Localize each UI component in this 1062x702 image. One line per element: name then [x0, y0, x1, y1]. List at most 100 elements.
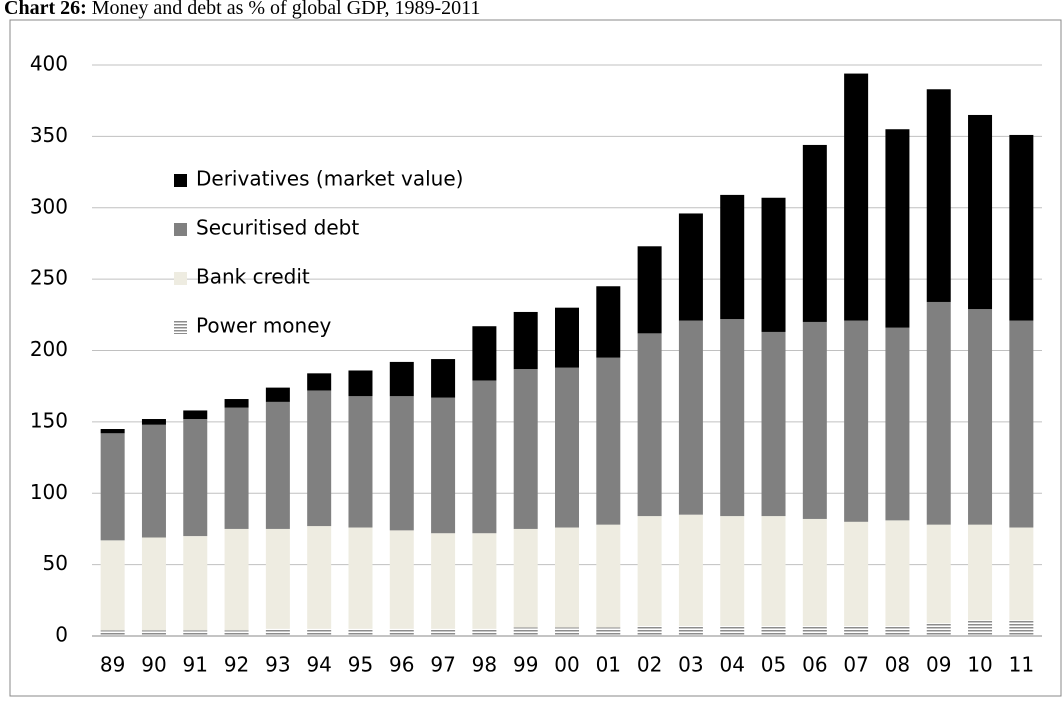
x-tick-label: 04 — [719, 653, 744, 677]
x-tick-label: 96 — [389, 653, 414, 677]
x-tick-label: 01 — [596, 653, 621, 677]
y-tick-label: 350 — [30, 123, 68, 147]
bar-segment — [926, 301, 951, 525]
x-tick-label: 11 — [1009, 653, 1034, 677]
bar-segment — [141, 424, 166, 538]
bar-segment — [307, 628, 332, 636]
bar-segment — [265, 387, 290, 402]
bar-segment — [926, 89, 951, 302]
bar-segment — [265, 401, 290, 529]
y-tick-label: 250 — [30, 266, 68, 290]
bar-segment — [472, 380, 497, 534]
x-tick-label: 05 — [761, 653, 786, 677]
bar-segment — [389, 628, 414, 636]
x-tick-label: 94 — [306, 653, 331, 677]
bar-segment — [637, 516, 662, 627]
y-tick-label: 100 — [30, 480, 68, 504]
x-tick-label: 89 — [100, 653, 125, 677]
bar-segment — [307, 526, 332, 629]
bar-segment — [637, 626, 662, 636]
x-tick-label: 07 — [843, 653, 868, 677]
bar-segment — [1009, 527, 1034, 621]
bar-segment — [802, 321, 827, 519]
legend-label: Derivatives (market value) — [196, 167, 463, 191]
bar-segment — [1009, 620, 1034, 636]
y-tick-label: 50 — [43, 551, 68, 575]
x-tick-label: 08 — [885, 653, 910, 677]
bar-segment — [844, 521, 869, 627]
bar-segment — [678, 514, 703, 627]
legend-swatch — [174, 321, 187, 334]
bar-segment — [844, 73, 869, 321]
x-tick-label: 10 — [967, 653, 992, 677]
bar-segment — [678, 213, 703, 321]
bar-segment — [761, 331, 786, 517]
bar-segment — [720, 626, 745, 636]
bar-segment — [555, 367, 579, 528]
bar-segment — [637, 333, 662, 517]
bar-segment — [555, 307, 579, 368]
x-tick-label: 93 — [265, 653, 290, 677]
bar-segment — [431, 533, 456, 629]
bar-segment — [431, 359, 456, 398]
bar-segment — [968, 114, 993, 310]
bar-segment — [1009, 320, 1034, 528]
bar-segment — [265, 628, 290, 636]
legend-swatch — [174, 272, 187, 285]
bar-segment — [100, 429, 125, 434]
legend-label: Securitised debt — [196, 216, 359, 240]
title-label: Chart 26: — [4, 0, 87, 19]
bar-segment — [348, 628, 373, 636]
bar-segment — [513, 369, 538, 529]
bar-segment — [720, 319, 745, 517]
bar-segment — [885, 327, 910, 521]
bar-segment — [183, 630, 208, 636]
y-tick-label: 150 — [30, 408, 68, 432]
bar-segment — [348, 370, 373, 397]
x-tick-label: 98 — [472, 653, 497, 677]
bar-segment — [183, 536, 208, 631]
bar-segment — [265, 528, 290, 629]
bar-segment — [224, 399, 249, 408]
bar-segment — [472, 628, 497, 636]
bar-segment — [596, 357, 621, 525]
bar-segment — [844, 626, 869, 636]
bar-segment — [678, 626, 703, 636]
bar-segment — [885, 520, 910, 627]
bar-segment — [720, 194, 745, 320]
y-tick-label: 200 — [30, 337, 68, 361]
bar-segment — [926, 623, 951, 636]
bar-segment — [637, 246, 662, 334]
bar-segment — [761, 626, 786, 636]
title-text: Money and debt as % of global GDP, 1989-… — [92, 0, 481, 19]
bar-segment — [100, 433, 125, 541]
x-tick-label: 97 — [430, 653, 455, 677]
bar-segment — [183, 410, 208, 420]
bar-segment — [183, 419, 208, 537]
bar-segment — [224, 528, 249, 631]
x-tick-label: 03 — [678, 653, 703, 677]
bar-segment — [348, 396, 373, 528]
legend-label: Power money — [196, 314, 332, 338]
x-tick-label: 95 — [348, 653, 373, 677]
bar-segment — [389, 361, 414, 397]
bar-segment — [141, 537, 166, 631]
bar-segment — [141, 630, 166, 636]
bar-segment — [224, 407, 249, 529]
bar-segment — [968, 309, 993, 525]
bar-segment — [307, 373, 332, 391]
legend-label: Bank credit — [196, 265, 310, 289]
x-tick-label: 91 — [183, 653, 208, 677]
bar-segment — [678, 320, 703, 515]
bar-segment — [513, 627, 538, 636]
x-tick-label: 00 — [554, 653, 579, 677]
bar-segment — [802, 626, 827, 636]
bar-segment — [431, 397, 456, 534]
bar-segment — [307, 390, 332, 527]
bar-segment — [968, 620, 993, 636]
x-tick-label: 99 — [513, 653, 538, 677]
bar-segment — [472, 326, 497, 381]
bar-segment — [885, 626, 910, 636]
